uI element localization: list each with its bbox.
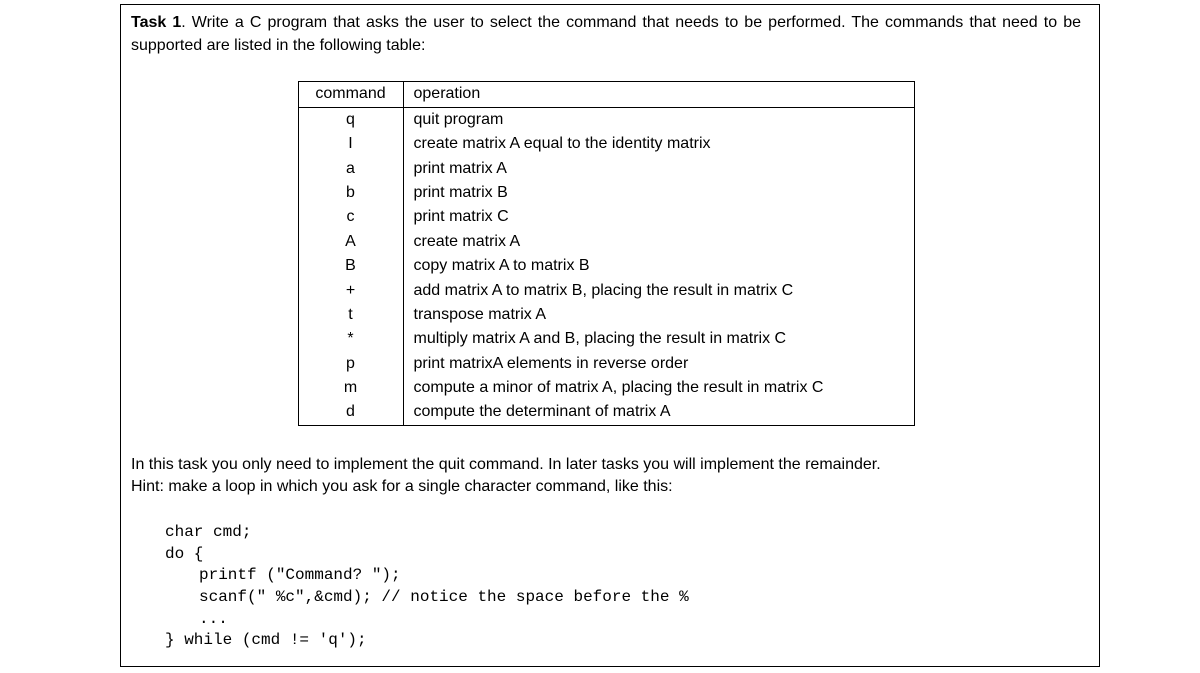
cmd-cell: B xyxy=(298,254,403,278)
op-cell: compute the determinant of matrix A xyxy=(403,400,914,425)
op-cell: transpose matrix A xyxy=(403,303,914,327)
cmd-cell: m xyxy=(298,376,403,400)
op-cell: quit program xyxy=(403,107,914,132)
cmd-cell: a xyxy=(298,157,403,181)
task-label: Task 1 xyxy=(131,14,181,31)
op-cell: print matrixA elements in reverse order xyxy=(403,352,914,376)
table-row: Icreate matrix A equal to the identity m… xyxy=(298,132,914,156)
table-row: dcompute the determinant of matrix A xyxy=(298,400,914,425)
command-table: command operation qquit program Icreate … xyxy=(298,81,915,425)
code-line: scanf(" %c",&cmd); // notice the space b… xyxy=(131,587,1081,609)
after-line-2: Hint: make a loop in which you ask for a… xyxy=(131,476,1081,498)
table-row: aprint matrix A xyxy=(298,157,914,181)
header-command: command xyxy=(298,82,403,107)
table-row: cprint matrix C xyxy=(298,205,914,229)
after-line-1: In this task you only need to implement … xyxy=(131,454,1081,476)
cmd-cell: A xyxy=(298,230,403,254)
cmd-cell: d xyxy=(298,400,403,425)
header-operation: operation xyxy=(403,82,914,107)
code-line: char cmd; xyxy=(131,522,1081,544)
op-cell: compute a minor of matrix A, placing the… xyxy=(403,376,914,400)
cmd-cell: + xyxy=(298,279,403,303)
cmd-cell: c xyxy=(298,205,403,229)
table-row: pprint matrixA elements in reverse order xyxy=(298,352,914,376)
op-cell: multiply matrix A and B, placing the res… xyxy=(403,327,914,351)
op-cell: add matrix A to matrix B, placing the re… xyxy=(403,279,914,303)
task-box: Task 1. Write a C program that asks the … xyxy=(120,4,1100,667)
table-row: mcompute a minor of matrix A, placing th… xyxy=(298,376,914,400)
op-cell: create matrix A equal to the identity ma… xyxy=(403,132,914,156)
code-block: char cmd;do {printf ("Command? ");scanf(… xyxy=(131,501,1081,652)
table-row: bprint matrix B xyxy=(298,181,914,205)
table-row: +add matrix A to matrix B, placing the r… xyxy=(298,279,914,303)
code-line: } while (cmd != 'q'); xyxy=(131,630,1081,652)
code-line: do { xyxy=(131,544,1081,566)
cmd-cell: I xyxy=(298,132,403,156)
task-after: In this task you only need to implement … xyxy=(131,454,1081,652)
cmd-cell: p xyxy=(298,352,403,376)
table-row: qquit program xyxy=(298,107,914,132)
op-cell: create matrix A xyxy=(403,230,914,254)
cmd-cell: t xyxy=(298,303,403,327)
command-table-wrap: command operation qquit program Icreate … xyxy=(131,81,1081,425)
code-line: ... xyxy=(131,609,1081,631)
cmd-cell: b xyxy=(298,181,403,205)
table-row: Acreate matrix A xyxy=(298,230,914,254)
op-cell: print matrix A xyxy=(403,157,914,181)
cmd-cell: q xyxy=(298,107,403,132)
code-line: printf ("Command? "); xyxy=(131,565,1081,587)
table-row: *multiply matrix A and B, placing the re… xyxy=(298,327,914,351)
op-cell: print matrix C xyxy=(403,205,914,229)
task-intro: Task 1. Write a C program that asks the … xyxy=(131,11,1081,57)
cmd-cell: * xyxy=(298,327,403,351)
table-row: Bcopy matrix A to matrix B xyxy=(298,254,914,278)
op-cell: copy matrix A to matrix B xyxy=(403,254,914,278)
task-intro-text: . Write a C program that asks the user t… xyxy=(131,14,1081,54)
table-row: ttranspose matrix A xyxy=(298,303,914,327)
table-header-row: command operation xyxy=(298,82,914,107)
op-cell: print matrix B xyxy=(403,181,914,205)
